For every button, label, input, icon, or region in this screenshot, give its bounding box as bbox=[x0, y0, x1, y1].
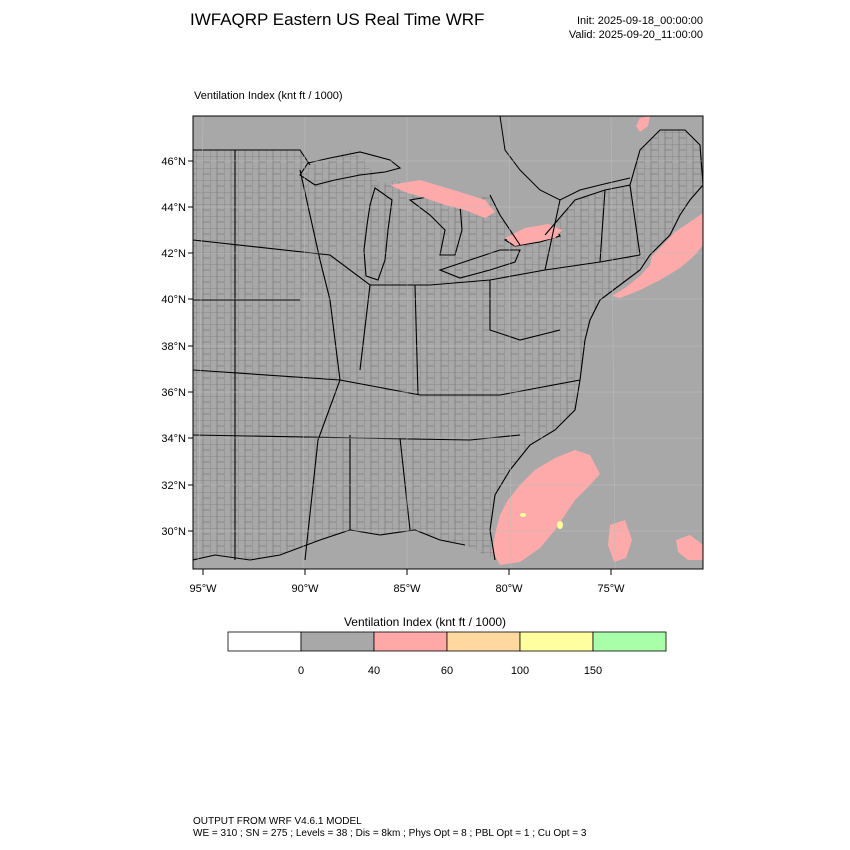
legend-label-100: 100 bbox=[511, 665, 529, 677]
lat-label-36: 36°N bbox=[161, 387, 186, 399]
legend-label-40: 40 bbox=[368, 665, 380, 677]
legend-label-60: 60 bbox=[441, 665, 453, 677]
lat-label-40: 40°N bbox=[161, 294, 186, 306]
legend-swatch-5 bbox=[520, 632, 593, 651]
footer-line-2: WE = 310 ; SN = 275 ; Levels = 38 ; Dis … bbox=[193, 828, 586, 840]
legend-colorbar bbox=[228, 632, 666, 651]
legend-label-0: 0 bbox=[298, 665, 304, 677]
footer-line-1: OUTPUT FROM WRF V4.6.1 MODEL bbox=[193, 816, 586, 828]
legend-swatch-3 bbox=[374, 632, 447, 651]
lon-label-90: 90°W bbox=[291, 583, 319, 595]
lat-label-32: 32°N bbox=[161, 480, 186, 492]
highlight-yellow-spot-2 bbox=[520, 513, 526, 517]
legend-swatch-2 bbox=[301, 632, 374, 651]
lat-label-38: 38°N bbox=[161, 341, 186, 353]
lon-ticks bbox=[203, 569, 611, 575]
highlight-yellow-spot bbox=[557, 521, 563, 529]
lat-label-46: 46°N bbox=[161, 156, 186, 168]
lon-label-80: 80°W bbox=[495, 583, 523, 595]
legend-swatch-1 bbox=[228, 632, 301, 651]
lon-label-85: 85°W bbox=[393, 583, 421, 595]
lat-label-30: 30°N bbox=[161, 526, 186, 538]
lat-label-34: 34°N bbox=[161, 433, 186, 445]
lat-label-44: 44°N bbox=[161, 202, 186, 214]
legend-title: Ventilation Index (knt ft / 1000) bbox=[0, 615, 850, 629]
lon-label-95: 95°W bbox=[189, 583, 217, 595]
lon-label-75: 75°W bbox=[597, 583, 625, 595]
lat-ticks bbox=[188, 161, 193, 531]
lat-label-42: 42°N bbox=[161, 248, 186, 260]
legend-label-150: 150 bbox=[584, 665, 602, 677]
legend-swatch-4 bbox=[447, 632, 520, 651]
legend-swatch-6 bbox=[593, 632, 666, 651]
model-footer: OUTPUT FROM WRF V4.6.1 MODEL WE = 310 ; … bbox=[193, 816, 586, 840]
